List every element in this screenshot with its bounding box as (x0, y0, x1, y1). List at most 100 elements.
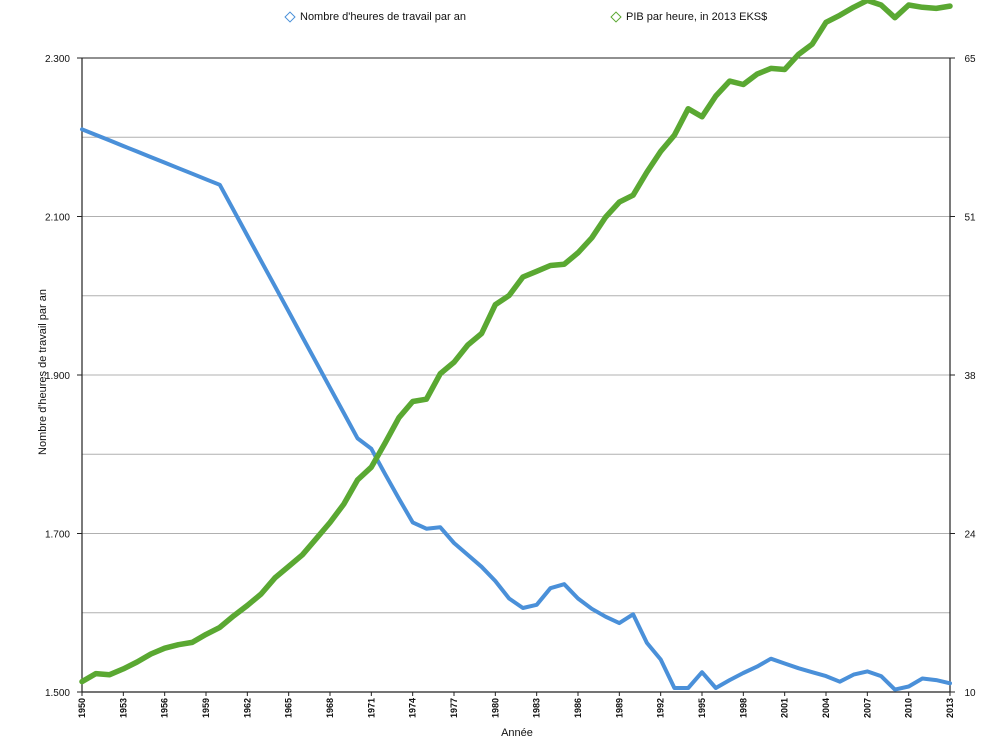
data-point (177, 643, 180, 647)
data-point (879, 674, 883, 678)
data-point (204, 632, 208, 636)
data-point (562, 582, 566, 586)
data-point (741, 671, 745, 675)
data-point (810, 42, 814, 46)
x-tick-label: 1983 (532, 698, 542, 718)
data-point (907, 3, 911, 7)
data-point (714, 94, 718, 98)
data-point (604, 615, 607, 619)
data-point (617, 200, 621, 204)
y-right-tick-label: 10 (964, 688, 976, 699)
data-point (135, 660, 139, 664)
data-point (755, 72, 759, 76)
x-tick-label: 1998 (738, 698, 748, 718)
x-tick-label: 1971 (366, 698, 376, 718)
data-point (301, 335, 304, 339)
data-point (921, 677, 924, 680)
data-point (535, 603, 539, 607)
data-point (934, 7, 938, 10)
data-point (714, 686, 718, 690)
y-left-tick-label: 1.700 (45, 530, 70, 541)
data-point (493, 303, 497, 307)
data-point (631, 612, 635, 616)
data-point (94, 133, 98, 137)
data-point (728, 678, 731, 682)
data-point (466, 553, 470, 557)
data-point (273, 576, 277, 580)
data-point (121, 667, 125, 671)
x-tick-label: 1968 (325, 698, 335, 718)
series-line (80, 127, 952, 692)
data-point (797, 666, 800, 670)
data-point (865, 669, 869, 673)
x-tick-label: 1992 (656, 698, 666, 718)
x-tick-label: 1995 (697, 698, 707, 718)
x-tick-label: 2010 (904, 698, 914, 718)
data-point (273, 284, 277, 288)
data-point (438, 372, 442, 376)
data-point (218, 626, 222, 629)
data-point (383, 441, 387, 445)
data-point (425, 397, 428, 401)
data-point (108, 673, 111, 677)
data-point (645, 641, 649, 645)
x-tick-label: 1956 (160, 698, 170, 718)
data-point (287, 564, 291, 568)
data-point (438, 525, 442, 529)
x-tick-label: 2007 (862, 698, 872, 718)
data-point (893, 16, 897, 20)
y-left-tick-label: 2.100 (45, 213, 70, 224)
data-point (673, 133, 676, 137)
data-point (425, 527, 428, 531)
data-point (824, 674, 828, 678)
data-point (287, 310, 291, 313)
data-point (604, 215, 607, 219)
data-point (590, 607, 594, 611)
data-point (190, 172, 194, 176)
data-point (342, 411, 346, 415)
data-point (521, 606, 525, 610)
y-right-tick-label: 51 (964, 213, 976, 224)
x-tick-label: 1977 (449, 698, 459, 718)
data-point (769, 66, 773, 70)
data-point (369, 465, 373, 469)
data-point (328, 386, 332, 390)
data-point (507, 294, 511, 297)
x-tick-label: 1950 (77, 698, 87, 718)
data-point (700, 115, 704, 119)
data-point (452, 541, 456, 545)
data-point (411, 400, 415, 403)
x-tick-label: 1974 (408, 698, 418, 718)
data-point (94, 672, 98, 675)
data-point (576, 251, 580, 255)
data-point (521, 275, 525, 279)
data-point (755, 665, 759, 669)
y-left-tick-label: 2.300 (45, 54, 70, 65)
data-point (549, 586, 552, 590)
data-point (659, 658, 663, 661)
data-point (480, 332, 483, 335)
data-point (411, 521, 415, 524)
data-point (108, 139, 111, 142)
x-tick-label: 1962 (242, 698, 252, 718)
data-point (893, 688, 897, 692)
data-point (314, 537, 318, 541)
data-point (135, 150, 139, 153)
data-point (686, 107, 690, 111)
data-point (852, 5, 855, 9)
y-right-tick-label: 65 (964, 54, 976, 65)
data-point (852, 673, 855, 676)
data-point (383, 472, 387, 476)
series-line (79, 0, 953, 685)
data-point (218, 183, 222, 187)
data-point (356, 437, 359, 440)
y-left-tick-label: 1.500 (45, 688, 70, 699)
data-point (948, 681, 952, 685)
data-point (149, 652, 153, 656)
data-point (783, 662, 787, 665)
data-point (80, 127, 84, 131)
data-point (452, 360, 456, 364)
data-point (824, 20, 828, 24)
x-tick-label: 2001 (780, 698, 790, 718)
